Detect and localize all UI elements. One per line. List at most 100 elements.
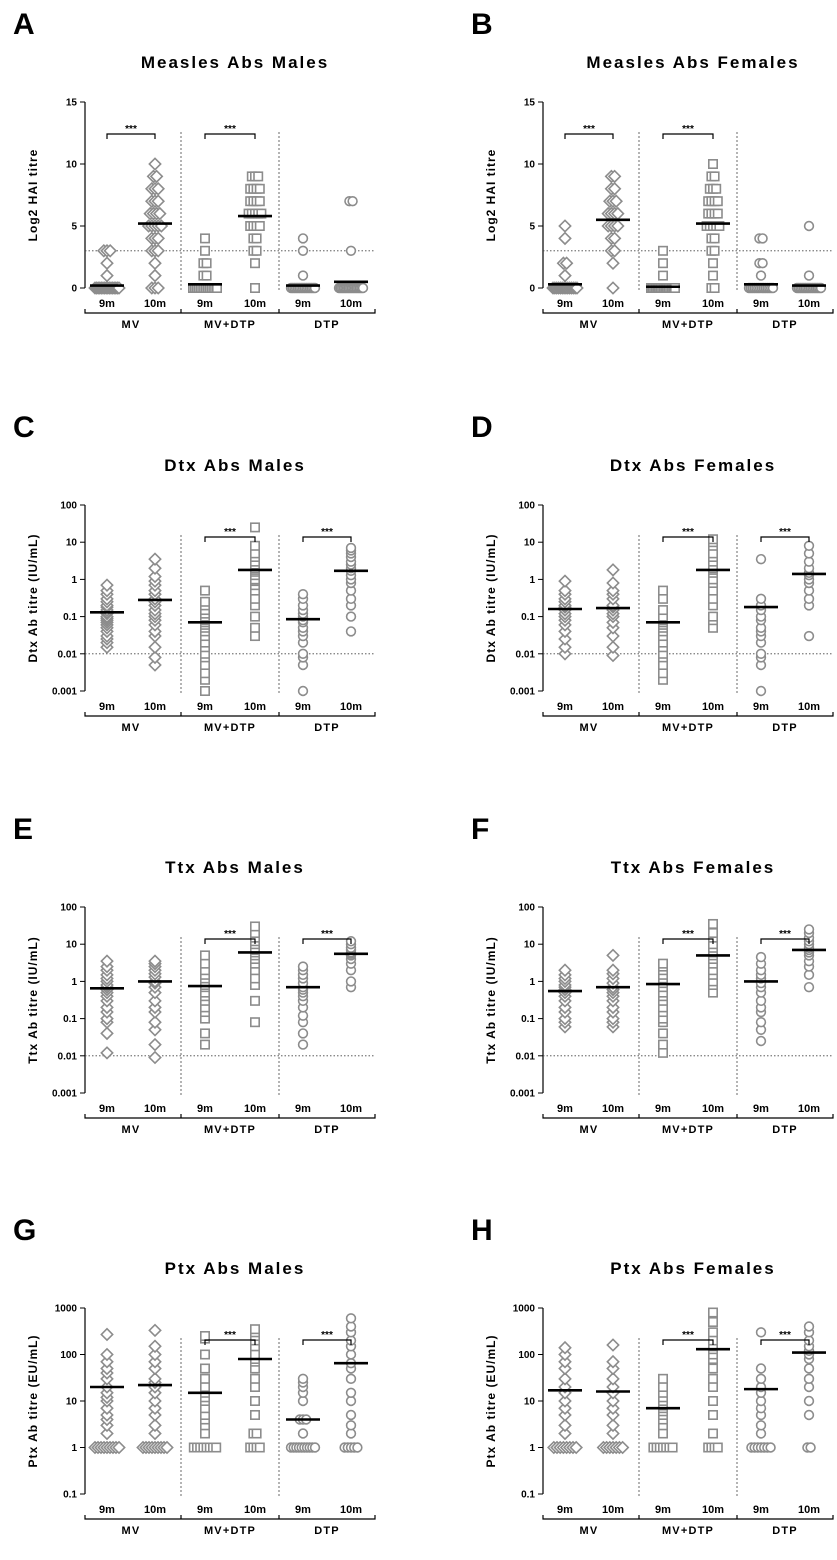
data-point (160, 1440, 174, 1455)
chart-title: Measles Abs Males (141, 53, 329, 72)
y-tick-label: 1 (529, 575, 535, 586)
data-point (606, 1418, 620, 1433)
data-point (755, 1017, 767, 1028)
chart-title: Ttx Abs Females (611, 858, 775, 877)
data-point (657, 258, 668, 269)
data-point (707, 1316, 718, 1327)
significance-bracket (564, 133, 614, 139)
y-tick-label: 0 (529, 284, 535, 295)
x-tick-label: 9m (753, 1504, 769, 1516)
data-point (201, 270, 212, 281)
data-point (201, 258, 212, 269)
data-point (558, 1408, 572, 1422)
y-tick-label: 0.01 (516, 1051, 536, 1062)
data-point (558, 1394, 572, 1408)
significance-label: *** (682, 1330, 694, 1341)
data-point (709, 245, 720, 256)
group-label: DTP (772, 722, 798, 734)
data-point (755, 593, 767, 605)
x-axis-bracket (542, 712, 834, 717)
data-point (148, 640, 162, 655)
y-tick-label: 10 (524, 538, 536, 549)
group-label: MV (122, 1124, 141, 1136)
data-point (755, 1373, 767, 1385)
x-tick-label: 10m (702, 1103, 724, 1115)
x-tick-label: 9m (99, 1103, 115, 1115)
data-point (606, 1372, 620, 1386)
data-point (558, 1372, 572, 1386)
x-tick-label: 10m (602, 298, 624, 310)
data-point (707, 270, 718, 281)
data-point (148, 1354, 162, 1369)
data-point (100, 1401, 114, 1415)
group-label: MV (580, 722, 599, 734)
data-point (345, 542, 357, 554)
data-point (755, 553, 767, 565)
y-tick-label: 0.01 (58, 649, 78, 660)
data-point (606, 948, 620, 963)
data-point (558, 1361, 572, 1376)
data-point (558, 268, 572, 283)
y-tick-label: 10 (524, 940, 536, 951)
data-point (755, 685, 767, 697)
data-point (707, 1307, 718, 1318)
data-point (297, 233, 309, 244)
data-point (148, 569, 162, 584)
group-label: DTP (772, 319, 798, 331)
significance-label: *** (224, 124, 236, 135)
x-axis-bracket (84, 1114, 376, 1119)
data-point (250, 1373, 261, 1384)
panel-F: F Ttx Abs Females Ttx Ab titre (IU/mL) 0.00… (471, 813, 834, 1136)
data-point (345, 1387, 357, 1399)
significance-bracket (662, 1339, 714, 1345)
y-tick-label: 0 (71, 284, 77, 295)
x-tick-label: 9m (557, 1103, 573, 1115)
significance-bracket (302, 938, 352, 944)
x-tick-label: 9m (655, 701, 671, 713)
data-point (254, 1442, 265, 1453)
group-label: MV+DTP (204, 1525, 256, 1537)
data-point (151, 231, 165, 246)
x-tick-label: 10m (144, 701, 166, 713)
data-point (606, 281, 620, 295)
y-tick-label: 0.001 (510, 687, 535, 698)
data-point (803, 630, 815, 642)
chart-title: Ptx Abs Males (165, 1259, 306, 1278)
data-point (707, 928, 718, 939)
significance-label: *** (779, 929, 791, 940)
x-tick-label: 9m (753, 298, 769, 310)
x-tick-label: 9m (753, 1103, 769, 1115)
x-tick-label: 10m (244, 1103, 266, 1115)
data-point (100, 1046, 114, 1060)
data-point (200, 1039, 211, 1050)
significance-label: *** (125, 124, 137, 135)
data-point (707, 1428, 718, 1439)
panel-C: C Dtx Abs Males Dtx Ab titre (IU/mL) 0.001 0… (13, 411, 376, 734)
data-point (755, 648, 767, 659)
data-point (148, 1418, 162, 1433)
data-point (709, 282, 720, 293)
significance-label: *** (583, 124, 595, 135)
data-point (250, 540, 261, 551)
data-point (606, 563, 620, 577)
data-point (200, 668, 211, 679)
panel-letter: H (471, 1214, 493, 1247)
data-point (345, 1313, 357, 1324)
data-point (250, 1396, 261, 1407)
x-tick-label: 10m (144, 1103, 166, 1115)
data-point (558, 219, 572, 233)
y-tick-label: 1000 (513, 1304, 536, 1315)
data-point (707, 258, 718, 269)
y-tick-label: 15 (66, 98, 78, 109)
y-tick-label: 1 (529, 1443, 535, 1454)
significance-bracket (760, 536, 810, 542)
data-point (569, 1440, 583, 1455)
data-point (707, 1409, 718, 1420)
x-axis-bracket (84, 1515, 376, 1520)
data-point (805, 1442, 816, 1453)
data-point (151, 194, 165, 208)
data-point (345, 976, 357, 987)
data-point (707, 1327, 718, 1338)
data-point (250, 282, 261, 293)
data-point (707, 1373, 718, 1384)
